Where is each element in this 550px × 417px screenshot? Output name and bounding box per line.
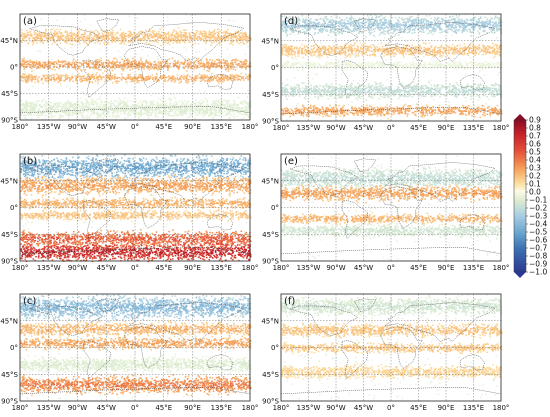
lon-tick-label: 45°E	[155, 264, 172, 272]
lon-tick-label: 90°W	[68, 404, 87, 412]
lat-tick-label: 45°S	[1, 371, 18, 379]
lat-tick-label: 45°S	[262, 371, 279, 379]
colorbar-top-arrow	[514, 114, 526, 120]
lon-tick-label: 90°E	[184, 264, 201, 272]
lon-tick-label: 45°E	[155, 123, 172, 131]
panel-label: (d)	[284, 16, 298, 27]
lat-tick-label: 45°N	[261, 177, 279, 185]
lon-tick-label: 180°	[12, 123, 29, 131]
lon-tick-label: 45°W	[97, 123, 116, 131]
lat-tick-label: 45°S	[1, 231, 18, 239]
colorbar-bottom-arrow	[514, 272, 526, 278]
lon-tick-label: 0°	[131, 404, 139, 412]
lon-tick-label: 90°E	[438, 404, 455, 412]
lon-tick-label: 0°	[131, 123, 139, 131]
lat-tick-label: 45°S	[262, 231, 279, 239]
lat-tick-label: 0°	[10, 204, 18, 212]
lon-tick-label: 90°W	[68, 123, 87, 131]
colorbar-bar	[514, 120, 526, 272]
lon-tick-label: 45°W	[97, 264, 116, 272]
lon-tick-label: 90°W	[326, 404, 345, 412]
lat-tick-label: 0°	[271, 204, 279, 212]
colorbar-tick-label: −1.0	[529, 268, 547, 277]
lon-tick-label: 180°	[273, 404, 290, 412]
lat-tick-label: 0°	[10, 344, 18, 352]
lat-tick-label: 45°S	[1, 90, 18, 98]
lon-tick-label: 135°E	[211, 123, 232, 131]
lat-tick-label: 45°N	[261, 37, 279, 45]
lon-tick-label: 180°	[273, 264, 290, 272]
lat-tick-label: 45°N	[261, 317, 279, 325]
lon-tick-label: 0°	[387, 404, 395, 412]
lon-tick-label: 90°W	[326, 124, 345, 132]
lat-tick-label: 45°N	[0, 177, 18, 185]
lon-tick-label: 180°	[242, 264, 259, 272]
lon-tick-label: 135°E	[463, 124, 484, 132]
lon-tick-label: 0°	[131, 264, 139, 272]
lon-tick-label: 180°	[242, 123, 259, 131]
lat-tick-label: 0°	[271, 64, 279, 72]
colorbar: 0.90.80.70.60.50.40.30.20.10.0−0.1−0.2−0…	[514, 114, 547, 278]
lon-tick-label: 45°E	[410, 264, 427, 272]
lat-tick-label: 0°	[271, 344, 279, 352]
lon-tick-label: 180°	[493, 264, 510, 272]
lon-tick-label: 0°	[387, 124, 395, 132]
lon-tick-label: 0°	[387, 264, 395, 272]
lon-tick-label: 135°E	[463, 264, 484, 272]
lon-tick-label: 45°E	[410, 124, 427, 132]
lon-tick-label: 45°E	[410, 404, 427, 412]
lon-tick-label: 90°E	[184, 123, 201, 131]
lon-tick-label: 180°	[493, 124, 510, 132]
lon-tick-label: 135°W	[297, 124, 321, 132]
lon-tick-label: 90°W	[326, 264, 345, 272]
lon-tick-label: 90°E	[438, 264, 455, 272]
lon-tick-label: 135°W	[37, 264, 61, 272]
lon-tick-label: 180°	[273, 124, 290, 132]
lon-tick-label: 135°E	[211, 404, 232, 412]
lat-tick-label: 45°N	[0, 317, 18, 325]
lon-tick-label: 180°	[493, 404, 510, 412]
lon-tick-label: 45°E	[155, 404, 172, 412]
lon-tick-label: 135°W	[297, 404, 321, 412]
lon-tick-label: 135°W	[297, 264, 321, 272]
panel-label: (f)	[284, 296, 295, 307]
lat-tick-label: 0°	[10, 64, 18, 72]
lat-tick-label: 45°N	[0, 37, 18, 45]
panel-label: (e)	[284, 156, 298, 167]
lon-tick-label: 135°E	[463, 404, 484, 412]
lon-tick-label: 135°W	[37, 404, 61, 412]
lon-tick-label: 90°W	[68, 264, 87, 272]
lon-tick-label: 45°W	[354, 124, 373, 132]
lon-tick-label: 135°W	[37, 123, 61, 131]
lon-tick-label: 180°	[242, 404, 259, 412]
lon-tick-label: 180°	[12, 264, 29, 272]
lon-tick-label: 135°E	[211, 264, 232, 272]
lon-tick-label: 90°E	[184, 404, 201, 412]
panel-label: (a)	[23, 16, 37, 27]
lon-tick-label: 45°W	[354, 404, 373, 412]
lon-tick-label: 180°	[12, 404, 29, 412]
panel-label: (b)	[23, 156, 37, 167]
lon-tick-label: 45°W	[354, 264, 373, 272]
panel-label: (c)	[23, 296, 36, 307]
lat-tick-label: 45°S	[262, 91, 279, 99]
lon-tick-label: 45°W	[97, 404, 116, 412]
lon-tick-label: 90°E	[438, 124, 455, 132]
